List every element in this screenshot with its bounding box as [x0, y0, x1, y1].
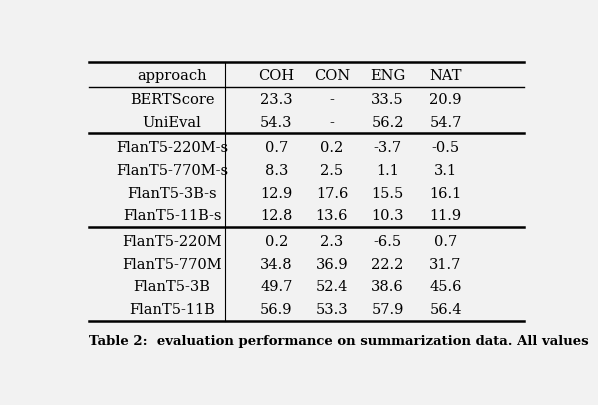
Text: ENG: ENG: [370, 68, 405, 82]
Text: 53.3: 53.3: [316, 303, 348, 316]
Text: FlanT5-3B: FlanT5-3B: [133, 280, 210, 294]
Text: FlanT5-3B-s: FlanT5-3B-s: [127, 186, 217, 200]
Text: -3.7: -3.7: [374, 141, 402, 155]
Text: UniEval: UniEval: [143, 115, 202, 129]
Text: 2.5: 2.5: [321, 163, 343, 177]
Text: 20.9: 20.9: [429, 93, 462, 107]
Text: 15.5: 15.5: [371, 186, 404, 200]
Text: 34.8: 34.8: [260, 257, 292, 271]
Text: 57.9: 57.9: [371, 303, 404, 316]
Text: 52.4: 52.4: [316, 280, 348, 294]
Text: BERTScore: BERTScore: [130, 93, 214, 107]
Text: COH: COH: [258, 68, 294, 82]
Text: -: -: [329, 115, 334, 129]
Text: 54.3: 54.3: [260, 115, 292, 129]
Text: 45.6: 45.6: [429, 280, 462, 294]
Text: 38.6: 38.6: [371, 280, 404, 294]
Text: NAT: NAT: [429, 68, 462, 82]
Text: 36.9: 36.9: [316, 257, 348, 271]
Text: approach: approach: [138, 68, 207, 82]
Text: 2.3: 2.3: [321, 234, 344, 248]
Text: 3.1: 3.1: [434, 163, 457, 177]
Text: 31.7: 31.7: [429, 257, 462, 271]
Text: 16.1: 16.1: [429, 186, 462, 200]
Text: 11.9: 11.9: [429, 209, 462, 223]
Text: FlanT5-220M: FlanT5-220M: [122, 234, 222, 248]
Text: -0.5: -0.5: [431, 141, 460, 155]
Text: 0.7: 0.7: [265, 141, 288, 155]
Text: -: -: [329, 93, 334, 107]
Text: FlanT5-220M-s: FlanT5-220M-s: [116, 141, 228, 155]
Text: 23.3: 23.3: [260, 93, 292, 107]
Text: FlanT5-11B: FlanT5-11B: [129, 303, 215, 316]
Text: 56.4: 56.4: [429, 303, 462, 316]
Text: 1.1: 1.1: [376, 163, 399, 177]
Text: 56.2: 56.2: [371, 115, 404, 129]
Text: Table 2:  evaluation performance on summarization data. All values: Table 2: evaluation performance on summa…: [89, 334, 588, 347]
Text: 0.2: 0.2: [321, 141, 344, 155]
Text: 0.2: 0.2: [265, 234, 288, 248]
Text: FlanT5-770M: FlanT5-770M: [122, 257, 222, 271]
Text: -6.5: -6.5: [374, 234, 402, 248]
Text: FlanT5-770M-s: FlanT5-770M-s: [116, 163, 228, 177]
Text: 54.7: 54.7: [429, 115, 462, 129]
Text: CON: CON: [314, 68, 350, 82]
Text: 8.3: 8.3: [265, 163, 288, 177]
Text: 56.9: 56.9: [260, 303, 292, 316]
Text: FlanT5-11B-s: FlanT5-11B-s: [123, 209, 221, 223]
Text: 0.7: 0.7: [434, 234, 457, 248]
Text: 12.8: 12.8: [260, 209, 292, 223]
Text: 10.3: 10.3: [371, 209, 404, 223]
Text: 22.2: 22.2: [371, 257, 404, 271]
Text: 17.6: 17.6: [316, 186, 348, 200]
Text: 12.9: 12.9: [260, 186, 292, 200]
Text: 49.7: 49.7: [260, 280, 292, 294]
Text: 33.5: 33.5: [371, 93, 404, 107]
Text: 13.6: 13.6: [316, 209, 348, 223]
